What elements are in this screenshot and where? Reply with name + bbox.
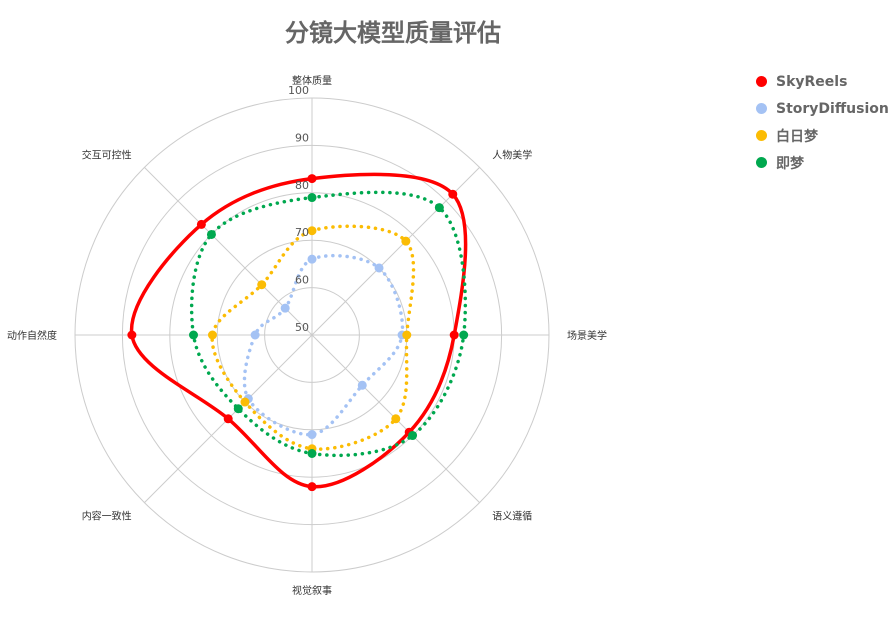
series-line <box>210 224 416 451</box>
data-point <box>408 431 418 441</box>
axis-label: 场景美学 <box>567 329 607 342</box>
tick-label: 100 <box>288 84 309 97</box>
tick-label: 50 <box>295 321 309 334</box>
data-point <box>449 330 459 340</box>
data-point <box>250 330 260 340</box>
data-point <box>233 404 243 414</box>
series-1 <box>242 253 407 440</box>
series-2 <box>207 224 416 454</box>
axis-label: 整体质量 <box>292 74 332 87</box>
series-line <box>189 190 468 458</box>
data-point <box>459 330 469 340</box>
data-point <box>240 397 250 407</box>
legend-marker <box>756 76 767 87</box>
axis-label: 动作自然度 <box>7 329 57 342</box>
data-point <box>357 380 367 390</box>
data-point <box>402 330 412 340</box>
axis-label: 人物美学 <box>492 149 532 162</box>
tick-label: 60 <box>295 274 309 287</box>
data-point <box>307 193 317 203</box>
data-point <box>257 280 267 290</box>
legend-marker <box>756 157 767 168</box>
tick-label: 70 <box>295 226 309 239</box>
data-point <box>206 229 216 239</box>
data-point <box>434 203 444 213</box>
axis-label: 视觉叙事 <box>292 584 332 597</box>
data-point <box>307 482 317 492</box>
legend-item[interactable]: StoryDiffusion <box>756 95 889 122</box>
data-point <box>189 330 198 340</box>
tick-label: 90 <box>295 131 309 144</box>
series-line <box>242 253 405 437</box>
data-point <box>307 449 317 458</box>
data-point <box>401 236 411 246</box>
chart-title: 分镜大模型质量评估 <box>285 19 501 47</box>
data-point <box>307 430 317 440</box>
legend-label: 即梦 <box>776 155 804 172</box>
data-point <box>207 330 217 340</box>
data-point <box>307 226 317 236</box>
data-point <box>307 174 317 184</box>
legend-label: StoryDiffusion <box>776 100 889 117</box>
legend-item[interactable]: 即梦 <box>756 149 889 176</box>
series-3 <box>189 190 469 458</box>
legend: SkyReels StoryDiffusion 白日梦即梦 <box>756 68 889 176</box>
data-point <box>280 303 290 313</box>
data-point <box>223 414 233 424</box>
data-point <box>307 254 317 264</box>
legend-marker <box>756 103 767 114</box>
axis-label: 交互可控性 <box>82 149 132 162</box>
legend-marker <box>756 130 767 141</box>
legend-label: 白日梦 <box>776 128 818 145</box>
data-point <box>196 219 206 229</box>
legend-item[interactable]: 白日梦 <box>756 122 889 149</box>
axis-label: 语义遵循 <box>492 509 532 522</box>
legend-label: SkyReels <box>776 73 848 90</box>
tick-label: 80 <box>295 179 309 192</box>
data-point <box>391 414 401 424</box>
legend-item[interactable]: SkyReels <box>756 68 889 95</box>
data-point <box>127 330 137 340</box>
data-point <box>448 189 458 199</box>
data-point <box>374 263 384 273</box>
axis-label: 内容一致性 <box>82 509 132 522</box>
series-0 <box>127 172 468 492</box>
